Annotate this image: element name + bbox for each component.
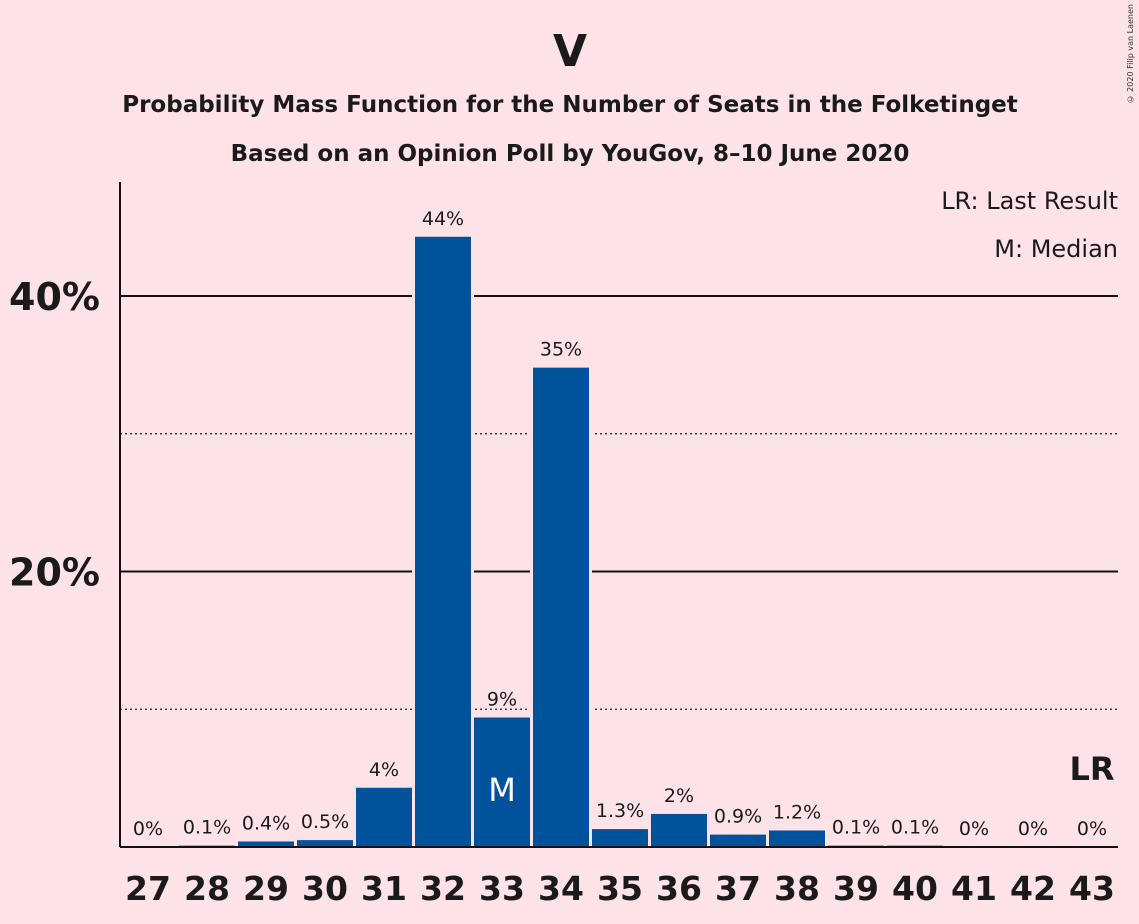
bar-30	[297, 840, 353, 847]
x-tick-label-41: 41	[951, 869, 997, 908]
bar-35	[592, 829, 648, 847]
data-label-34: 35%	[540, 339, 582, 361]
axes: 20% 40% 27 28 29 30 31 32 33 34 35 36 37 38 39 40 41 42 43	[9, 182, 1118, 908]
x-tick-label-34: 34	[538, 869, 584, 908]
legend-entry: M: Median	[994, 235, 1118, 263]
data-label-39: 0.1%	[832, 817, 880, 839]
legend: LR: Last Result M: Median	[941, 187, 1118, 263]
chart-subtitle-2: Based on an Opinion Poll by YouGov, 8–10…	[231, 141, 910, 167]
last-result-marker: LR	[1069, 750, 1114, 788]
data-label-40: 0.1%	[891, 817, 939, 839]
x-tick-label-29: 29	[243, 869, 289, 908]
x-tick-label-32: 32	[420, 869, 466, 908]
data-label-43: 0%	[1077, 818, 1107, 840]
data-label-27: 0%	[133, 818, 163, 840]
data-label-30: 0.5%	[301, 811, 349, 833]
data-label-31: 4%	[369, 759, 399, 781]
x-tick-label-27: 27	[125, 869, 171, 908]
x-tick-label-30: 30	[302, 869, 348, 908]
data-label-36: 2%	[664, 785, 694, 807]
x-tick-label-33: 33	[479, 869, 525, 908]
median-marker: M	[488, 771, 516, 809]
bar-34	[533, 367, 589, 847]
data-label-33: 9%	[487, 689, 517, 711]
x-tick-label-37: 37	[715, 869, 761, 908]
y-tick-label: 20%	[9, 551, 100, 595]
x-tick-label-36: 36	[656, 869, 702, 908]
x-tick-label-35: 35	[597, 869, 643, 908]
bar-31	[356, 787, 412, 847]
data-label-42: 0%	[1018, 818, 1048, 840]
x-tick-label-39: 39	[833, 869, 879, 908]
data-label-38: 1.2%	[773, 801, 821, 823]
data-label-37: 0.9%	[714, 806, 762, 828]
bar-38	[769, 830, 825, 847]
bar-29	[238, 841, 294, 847]
legend-entry: LR: Last Result	[941, 187, 1118, 215]
x-tick-label-40: 40	[892, 869, 938, 908]
x-tick-label-38: 38	[774, 869, 820, 908]
bars: 0% 0.1% 0.4% 0.5% 4% 44% 9% M 35% 1.3% 2% 0.9% 1.2% 0…	[133, 208, 1115, 847]
data-label-32: 44%	[422, 208, 464, 230]
copyright-text: © 2020 Filip van Laenen	[1126, 4, 1135, 104]
bar-37	[710, 834, 766, 847]
x-tick-label-42: 42	[1010, 869, 1056, 908]
data-label-41: 0%	[959, 818, 989, 840]
bar-36	[651, 813, 707, 847]
data-label-28: 0.1%	[183, 817, 231, 839]
bar-32	[415, 236, 471, 847]
data-label-35: 1.3%	[596, 800, 644, 822]
gridlines	[120, 295, 1118, 710]
chart-subtitle: Probability Mass Function for the Number…	[122, 92, 1018, 118]
x-tick-label-28: 28	[184, 869, 230, 908]
y-tick-label: 40%	[9, 275, 100, 319]
chart-title: V	[553, 26, 587, 77]
data-label-29: 0.4%	[242, 812, 290, 834]
x-tick-label-31: 31	[361, 869, 407, 908]
bar-33	[474, 717, 530, 847]
x-tick-label-43: 43	[1069, 869, 1115, 908]
